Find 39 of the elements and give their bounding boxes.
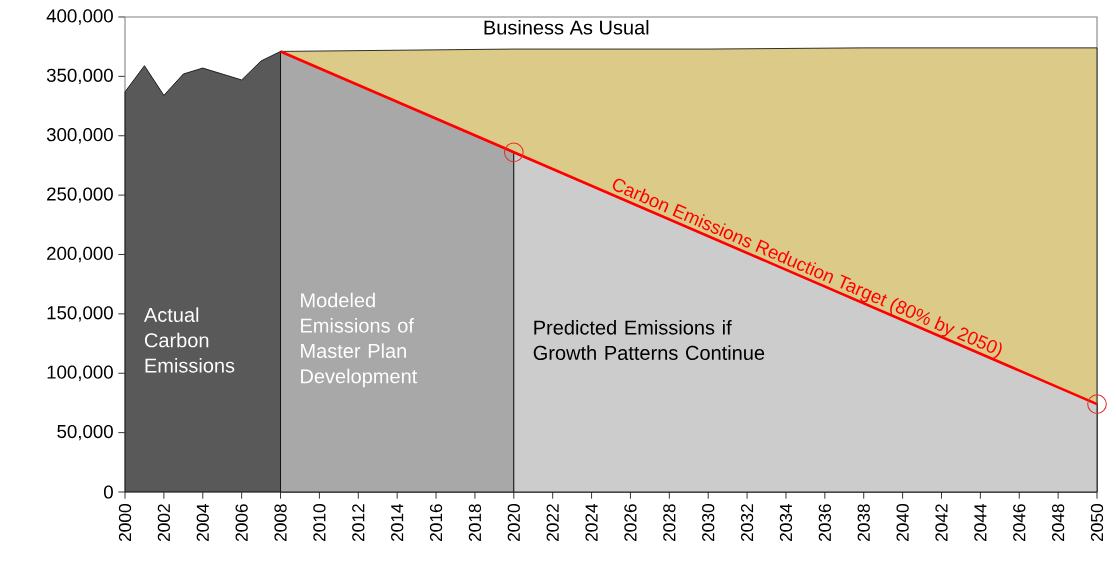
x-tick-label: 2040 bbox=[896, 504, 909, 542]
x-tick-label: 2004 bbox=[196, 503, 209, 542]
series-label: Modeled Emissions of Master Plan Development bbox=[301, 292, 418, 388]
x-tick-label: 2042 bbox=[935, 504, 948, 542]
x-tick-label: 2032 bbox=[740, 504, 754, 542]
x-tick-label: 2026 bbox=[624, 504, 637, 542]
x-tick-label: 2018 bbox=[468, 504, 482, 542]
x-tick-label: 2038 bbox=[857, 504, 870, 542]
y-tick-label: 400,000 bbox=[46, 9, 113, 25]
x-tick-label: 2034 bbox=[779, 503, 793, 542]
x-tick-label: 2044 bbox=[974, 503, 987, 542]
series-label: Actual Carbon Emissions bbox=[143, 307, 235, 373]
y-tick-label: 300,000 bbox=[46, 128, 113, 144]
y-tick-label: 100,000 bbox=[47, 365, 113, 381]
x-tick-label: 2030 bbox=[702, 504, 715, 542]
x-tick-label: 2002 bbox=[157, 504, 171, 542]
x-tick-label: 2012 bbox=[352, 504, 365, 542]
x-tick-label: 2016 bbox=[429, 504, 443, 542]
y-tick-label: 250,000 bbox=[47, 187, 113, 203]
y-tick-label: 200,000 bbox=[47, 246, 113, 263]
x-tick-label: 2046 bbox=[1013, 504, 1026, 542]
y-tick-label: 0 bbox=[103, 485, 113, 499]
x-tick-label: 2048 bbox=[1051, 504, 1065, 542]
x-tick-label: 2020 bbox=[507, 504, 520, 542]
x-tick-label: 2010 bbox=[313, 504, 326, 542]
x-tick-label: 2050 bbox=[1090, 504, 1104, 542]
x-tick-label: 2028 bbox=[663, 504, 676, 542]
x-tick-label: 2014 bbox=[391, 503, 404, 542]
x-tick-label: 2024 bbox=[585, 503, 598, 542]
series-label: Business As Usual bbox=[484, 19, 649, 35]
y-tick-label: 50,000 bbox=[57, 424, 113, 441]
x-tick-label: 2006 bbox=[235, 504, 248, 542]
x-tick-label: 2008 bbox=[274, 504, 287, 542]
y-tick-label: 150,000 bbox=[47, 306, 113, 322]
x-tick-label: 2036 bbox=[818, 504, 831, 542]
series-label: Predicted Emissions if Growth Patterns Continue bbox=[533, 319, 765, 360]
x-tick-label: 2000 bbox=[118, 504, 132, 542]
x-tick-label: 2022 bbox=[546, 504, 559, 542]
y-tick-label: 350,000 bbox=[46, 68, 113, 85]
